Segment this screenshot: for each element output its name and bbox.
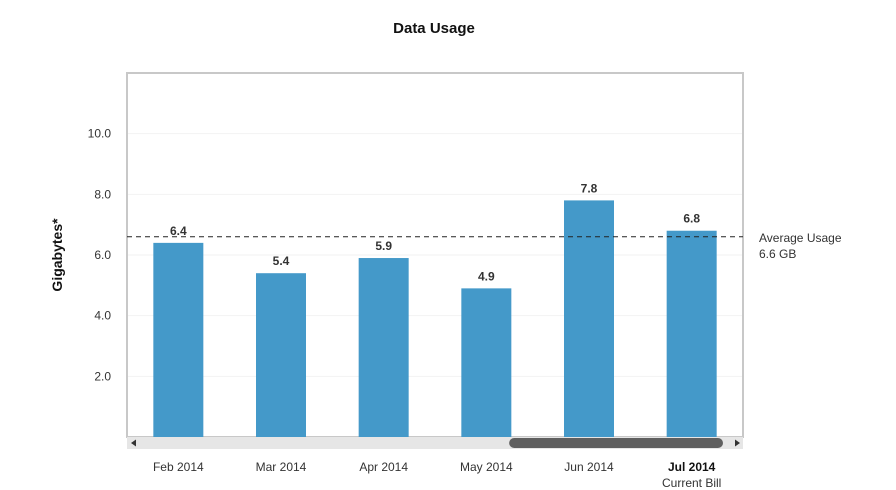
- average-usage-label: Average Usage: [759, 231, 842, 245]
- data-label: 5.9: [375, 239, 392, 253]
- bar[interactable]: [256, 273, 306, 437]
- data-labels: 6.4 5.4 5.9 4.9 7.8 6.8: [170, 181, 700, 283]
- x-tick-label: Mar 2014: [256, 460, 307, 474]
- y-tick-label: 6.0: [94, 248, 111, 262]
- bar[interactable]: [461, 288, 512, 437]
- data-label: 6.4: [170, 224, 187, 238]
- y-tick-label: 8.0: [94, 187, 111, 201]
- y-tick-label: 10.0: [88, 127, 112, 141]
- x-tick-label: Jul 2014: [668, 460, 716, 474]
- x-tick-label: Apr 2014: [359, 460, 408, 474]
- scroll-right-arrow-icon[interactable]: [735, 439, 740, 447]
- gridlines: [128, 133, 742, 377]
- bar[interactable]: [666, 230, 717, 437]
- data-label: 5.4: [273, 254, 290, 268]
- scroll-left-arrow-icon[interactable]: [131, 439, 136, 447]
- data-label: 7.8: [581, 181, 598, 195]
- y-axis-label: Gigabytes*: [49, 218, 65, 292]
- bar[interactable]: [358, 258, 409, 437]
- y-tick-labels: 2.0 4.0 6.0 8.0 10.0: [88, 127, 112, 384]
- data-label: 6.8: [683, 212, 700, 226]
- x-tick-sublabel: Current Bill: [662, 476, 721, 490]
- x-tick-label: May 2014: [460, 460, 513, 474]
- x-tick-label: Jun 2014: [564, 460, 614, 474]
- chart-scrollbar[interactable]: [127, 437, 743, 449]
- bar[interactable]: [153, 242, 204, 437]
- chart-title: Data Usage: [393, 20, 475, 37]
- y-tick-label: 4.0: [94, 309, 111, 323]
- x-tick-labels: Feb 2014 Mar 2014 Apr 2014 May 2014 Jun 2014…: [153, 460, 721, 490]
- bars: [153, 200, 717, 437]
- data-label: 4.9: [478, 269, 495, 283]
- bar[interactable]: [564, 200, 614, 437]
- average-usage-line-group: Average Usage 6.6 GB: [127, 231, 842, 261]
- y-tick-label: 2.0: [94, 369, 111, 383]
- x-tick-label: Feb 2014: [153, 460, 204, 474]
- average-usage-value: 6.6 GB: [759, 247, 796, 261]
- scrollbar-thumb[interactable]: [509, 438, 723, 448]
